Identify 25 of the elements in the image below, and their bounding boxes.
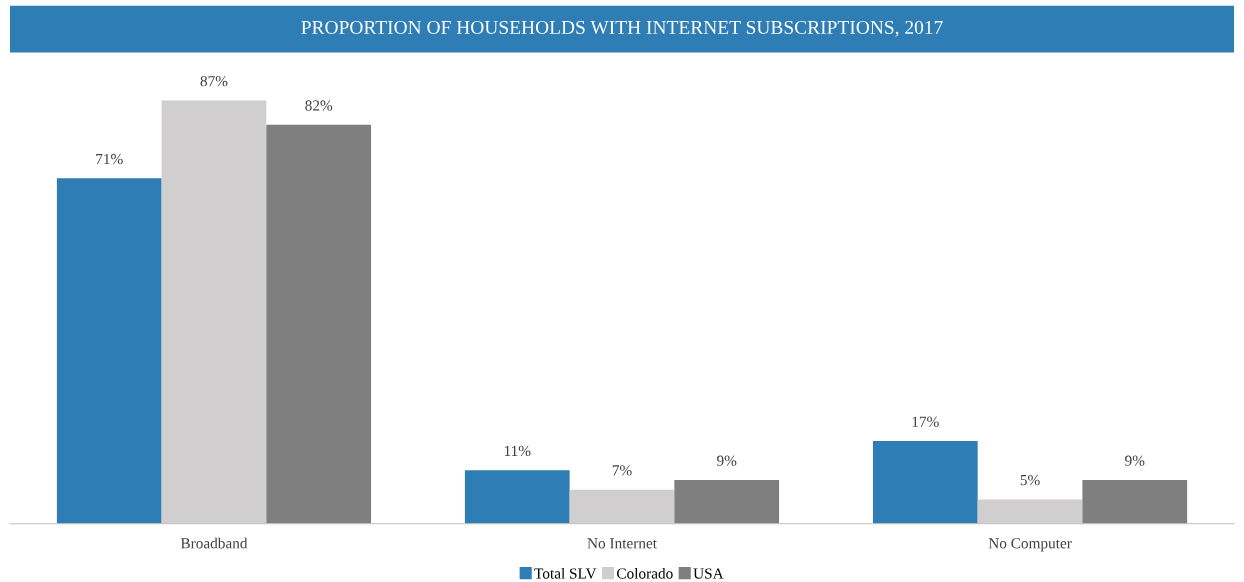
data-label: 82% [305,100,333,111]
bar [569,489,675,524]
chart-title: PROPORTION OF HOUSEHOLDS WITH INTERNET SUBSCRIPTIONS, 2017 [301,20,943,37]
bar [266,124,372,524]
bar [872,441,978,524]
bar [674,480,780,524]
bar [161,100,267,524]
x-tick-label: No Internet [587,538,657,549]
data-label: 5% [1020,474,1040,486]
data-label: 7% [612,465,632,476]
bar [1082,480,1188,524]
x-tick-label: No Computer [988,538,1072,552]
bar [56,178,162,524]
bar [977,499,1083,524]
bar [464,470,570,524]
data-label: 17% [912,416,939,427]
legend-label: Total SLV [534,567,597,579]
legend-label: Colorado [617,567,673,579]
data-label: 71% [96,153,123,165]
data-label: 87% [200,76,228,87]
legend-label: USA [693,568,724,579]
data-label: 9% [717,455,737,466]
data-label: 11% [504,445,531,457]
data-label: 9% [1125,455,1145,466]
x-tick-label: Broadband [180,537,248,549]
